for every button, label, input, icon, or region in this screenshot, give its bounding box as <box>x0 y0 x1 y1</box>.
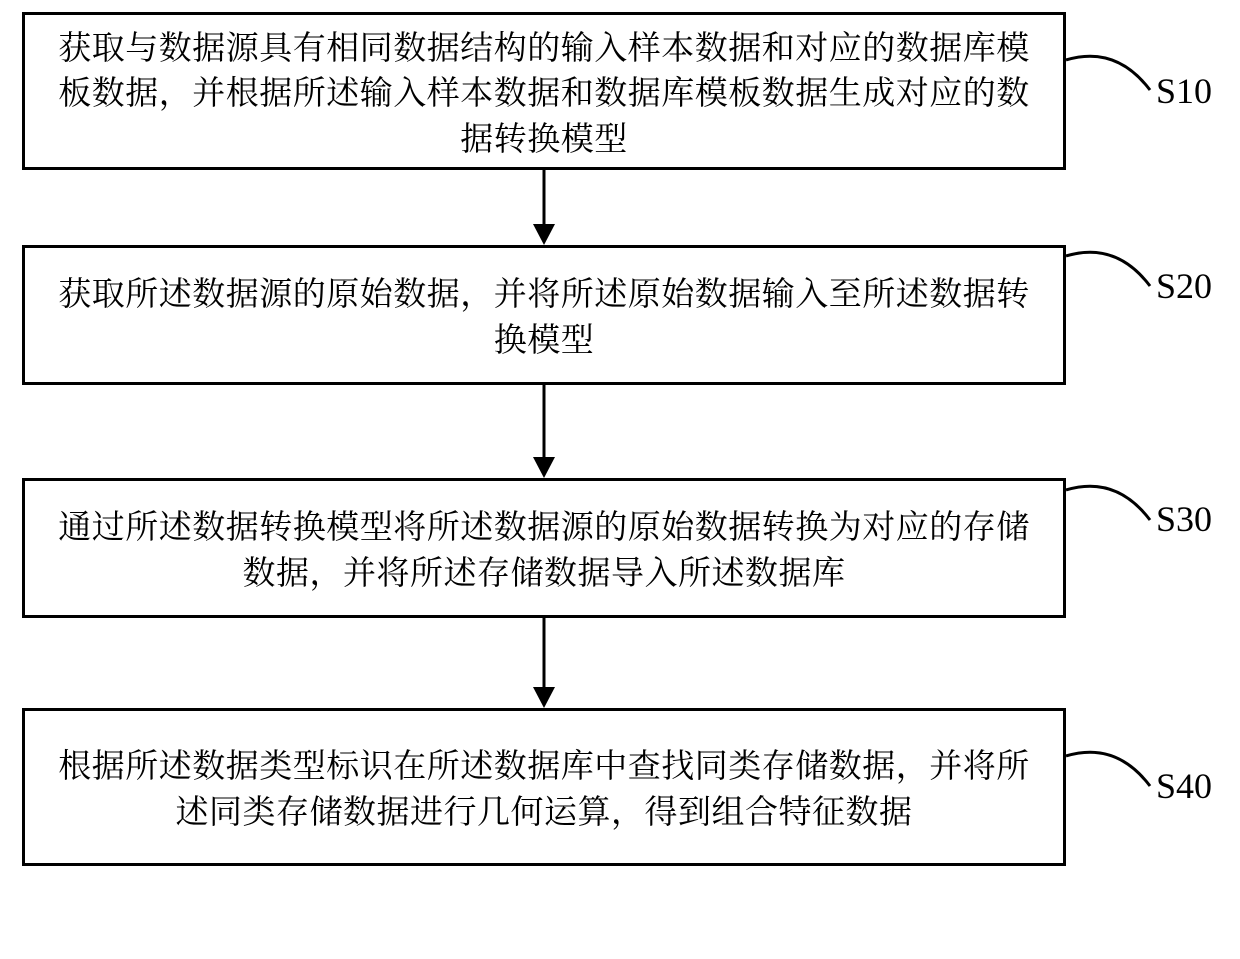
connector-s20 <box>1066 246 1156 306</box>
connector-s30 <box>1066 480 1156 540</box>
step-text-s20: 获取所述数据源的原始数据，并将所述原始数据输入至所述数据转换模型 <box>49 269 1039 360</box>
step-box-s10: 获取与数据源具有相同数据结构的输入样本数据和对应的数据库模板数据，并根据所述输入… <box>22 12 1066 170</box>
arrow-s20-s30 <box>520 385 568 483</box>
flowchart-canvas: 获取与数据源具有相同数据结构的输入样本数据和对应的数据库模板数据，并根据所述输入… <box>0 0 1240 959</box>
step-label-s30: S30 <box>1156 498 1212 540</box>
arrow-s10-s20 <box>520 170 568 250</box>
step-box-s30: 通过所述数据转换模型将所述数据源的原始数据转换为对应的存储数据，并将所述存储数据… <box>22 478 1066 618</box>
step-label-s20: S20 <box>1156 265 1212 307</box>
step-label-s40: S40 <box>1156 765 1212 807</box>
step-box-s40: 根据所述数据类型标识在所述数据库中查找同类存储数据，并将所述同类存储数据进行几何… <box>22 708 1066 866</box>
arrow-s30-s40 <box>520 618 568 713</box>
connector-s10 <box>1066 50 1156 110</box>
step-box-s20: 获取所述数据源的原始数据，并将所述原始数据输入至所述数据转换模型 <box>22 245 1066 385</box>
step-text-s10: 获取与数据源具有相同数据结构的输入样本数据和对应的数据库模板数据，并根据所述输入… <box>49 23 1039 160</box>
step-text-s40: 根据所述数据类型标识在所述数据库中查找同类存储数据，并将所述同类存储数据进行几何… <box>49 741 1039 832</box>
step-text-s30: 通过所述数据转换模型将所述数据源的原始数据转换为对应的存储数据，并将所述存储数据… <box>49 502 1039 593</box>
step-label-s10: S10 <box>1156 70 1212 112</box>
connector-s40 <box>1066 746 1156 806</box>
